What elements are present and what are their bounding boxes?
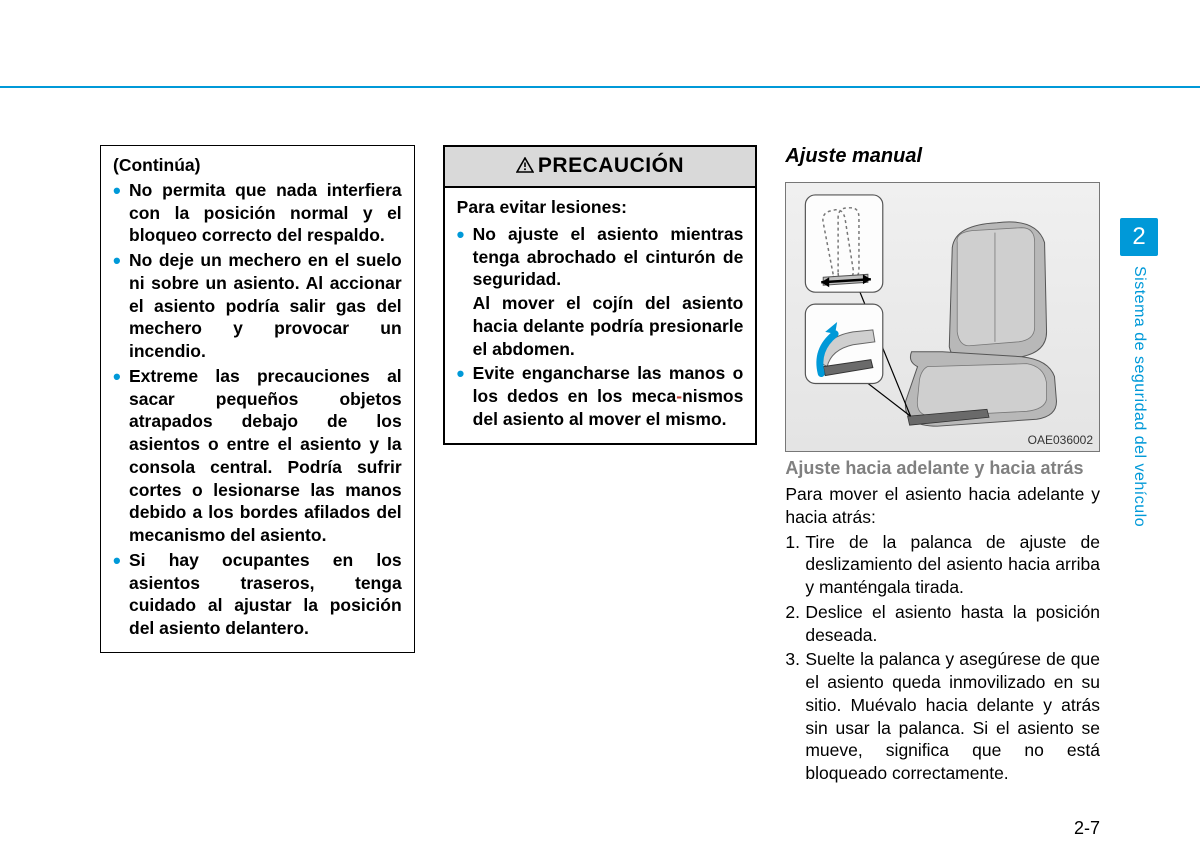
column-2: PRECAUCIÓN Para evitar lesiones: No ajus… — [443, 145, 758, 806]
step-item: 1.Tire de la palanca de ajuste de desliz… — [785, 531, 1100, 599]
forward-back-body: Para mover el asiento hacia adelante y h… — [785, 483, 1100, 785]
continua-bullet: No permita que nada interfiera con la po… — [113, 179, 402, 247]
top-rule — [0, 86, 1200, 88]
caution-subtitle: Para evitar lesiones: — [457, 196, 744, 219]
warning-icon — [516, 155, 534, 179]
continua-title: (Continúa) — [113, 154, 402, 177]
step-text: Tire de la palanca de ajuste de deslizam… — [805, 532, 1100, 598]
forward-back-subheading: Ajuste hacia adelante y hacia atrás — [785, 458, 1100, 479]
seat-illustration — [786, 183, 1099, 451]
chapter-number: 2 — [1120, 218, 1158, 256]
column-3: Ajuste manual — [785, 145, 1100, 806]
caution-body: Para evitar lesiones: No ajuste el asien… — [445, 188, 756, 443]
chapter-tab: 2 Sistema de seguridad del vehículo — [1120, 218, 1158, 527]
caution-header: PRECAUCIÓN — [445, 147, 756, 188]
figure-code: OAE036002 — [1028, 433, 1093, 447]
step-item: 3.Suelte la palanca y asegúrese de que e… — [785, 648, 1100, 785]
manual-adjust-title: Ajuste manual — [785, 145, 1100, 168]
caution-label: PRECAUCIÓN — [538, 154, 684, 177]
step-item: 2.Deslice el asiento hasta la posición d… — [785, 601, 1100, 647]
page-columns: (Continúa) No permita que nada interfier… — [100, 145, 1100, 806]
chapter-label: Sistema de seguridad del vehículo — [1130, 266, 1148, 527]
continua-box: (Continúa) No permita que nada interfier… — [100, 145, 415, 653]
page-number: 2-7 — [1074, 818, 1100, 839]
continua-bullet: Extreme las precauciones al sacar pequeñ… — [113, 365, 402, 547]
step-number: 1. — [785, 531, 800, 554]
step-number: 3. — [785, 648, 800, 671]
continua-bullet: No deje un mechero en el suelo ni sobre … — [113, 249, 402, 363]
caution-bullet: No ajuste el asiento mientras tenga abro… — [457, 223, 744, 361]
caution-bullet-sub: Al mover el cojín del asiento hacia dela… — [473, 292, 744, 360]
continua-bullets: No permita que nada interfiera con la po… — [113, 179, 402, 640]
continua-bullet: Si hay ocupantes en los asientos trasero… — [113, 549, 402, 640]
step-text: Suelte la palanca y asegúrese de que el … — [805, 649, 1100, 783]
steps-list: 1.Tire de la palanca de ajuste de desliz… — [785, 531, 1100, 785]
caution-box: PRECAUCIÓN Para evitar lesiones: No ajus… — [443, 145, 758, 445]
caution-bullet-text: No ajuste el asiento mientras tenga abro… — [473, 224, 744, 290]
step-number: 2. — [785, 601, 800, 624]
caution-bullets: No ajuste el asiento mientras tenga abro… — [457, 223, 744, 431]
step-text: Deslice el asiento hasta la posición des… — [805, 602, 1100, 645]
column-1: (Continúa) No permita que nada interfier… — [100, 145, 415, 806]
seat-figure: OAE036002 — [785, 182, 1100, 452]
intro-text: Para mover el asiento hacia adelante y h… — [785, 483, 1100, 529]
caution-bullet: Evite engancharse las manos o los dedos … — [457, 362, 744, 430]
